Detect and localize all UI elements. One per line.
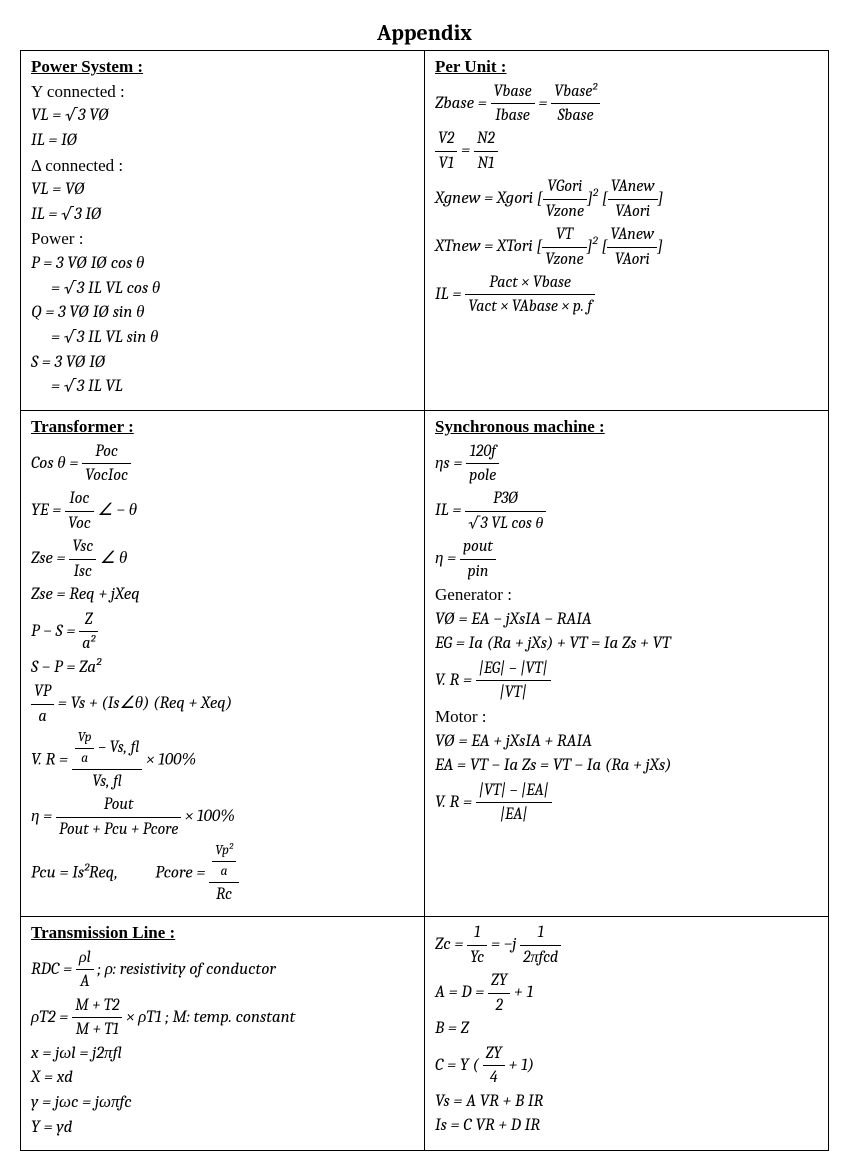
eq: ηs = 120fpole — [435, 440, 818, 488]
eq: V. R = |VT| − |EA||EA| — [435, 779, 818, 827]
eq: IL = √3 IØ — [31, 203, 414, 228]
eq: IL = IØ — [31, 129, 414, 154]
eq: VPa = Vs + (Is∠θ) (Req + Xeq) — [31, 680, 414, 728]
eq: y = jωc = jωπfc — [31, 1091, 414, 1116]
eq: = √3 IL VL — [31, 375, 414, 400]
eq: IL = P3Ø√3 VL cos θ — [435, 487, 818, 535]
eq: η = PoutPout + Pcu + Pcore × 100% — [31, 793, 414, 841]
eq: P = 3 VØ IØ cos θ — [31, 252, 414, 277]
cell-transmission-line-right: Zc = 1Yc = −j 12πfcd A = D = ZY2 + 1 B =… — [425, 917, 829, 1151]
cell-power-system: Power System : Y connected : VL = √3 VØ … — [21, 51, 425, 411]
eq: Is = C VR + D IR — [435, 1114, 818, 1139]
label-delta-connected: Δ connected : — [31, 154, 414, 179]
eq: Y = yd — [31, 1116, 414, 1141]
eq-xtnew: XTnew = XTori VTVzone2 VAnewVAori — [435, 223, 818, 271]
eq: VØ = EA + jXsIA + RAIA — [435, 730, 818, 755]
eq-xgnew: Xgnew = Xgori VGoriVzone2 VAnewVAori — [435, 175, 818, 223]
heading-tl: Transmission Line : — [31, 921, 414, 946]
formula-table: Power System : Y connected : VL = √3 VØ … — [20, 50, 829, 1151]
eq: ρT2 = M + T2M + T1 × ρT1 ; M: temp. cons… — [31, 994, 414, 1042]
eq: RDC = ρlA ; ρ: resistivity of conductor — [31, 946, 414, 994]
eq: EG = Ia (Ra + jXs) + VT = Ia Zs + VT — [435, 632, 818, 657]
page-title: Appendix — [20, 20, 829, 46]
eq-zbase: Zbase = VbaseIbase = Vbase²Sbase — [435, 80, 818, 128]
eq: Q = 3 VØ IØ sin θ — [31, 301, 414, 326]
eq: x = jωl = j2πfl — [31, 1042, 414, 1067]
label-generator: Generator : — [435, 583, 818, 608]
label-power: Power : — [31, 227, 414, 252]
eq-v2v1: V2V1 = N2N1 — [435, 127, 818, 175]
eq: VL = VØ — [31, 178, 414, 203]
eq: P − S = Za² — [31, 608, 414, 656]
eq: Zse = VscIsc ∠ θ — [31, 535, 414, 583]
label-motor: Motor : — [435, 705, 818, 730]
heading-per-unit: Per Unit : — [435, 55, 818, 80]
eq: = √3 IL VL sin θ — [31, 326, 414, 351]
eq: Zse = Req + jXeq — [31, 583, 414, 608]
eq: S − P = Za² — [31, 656, 414, 681]
eq: VØ = EA − jXsIA − RAIA — [435, 608, 818, 633]
eq: V. R = Vpa − Vs, fl Vs, fl × 100% — [31, 728, 414, 793]
eq: Zc = 1Yc = −j 12πfcd — [435, 921, 818, 969]
eq-il: IL = Pact × VbaseVact × VAbase × p. f — [435, 271, 818, 319]
eq: Vs = A VR + B IR — [435, 1090, 818, 1115]
eq: S = 3 VØ IØ — [31, 351, 414, 376]
eq: Pcu = Is²Req, Pcore = Vp²a Rc — [31, 841, 414, 906]
eq: V. R = |EG| − |VT||VT| — [435, 657, 818, 705]
heading-transformer: Transformer : — [31, 415, 414, 440]
eq: EA = VT − Ia Zs = VT − Ia (Ra + jXs) — [435, 754, 818, 779]
eq: X = xd — [31, 1066, 414, 1091]
cell-per-unit: Per Unit : Zbase = VbaseIbase = Vbase²Sb… — [425, 51, 829, 411]
label-y-connected: Y connected : — [31, 80, 414, 105]
cell-synchronous-machine: Synchronous machine : ηs = 120fpole IL =… — [425, 410, 829, 916]
eq: VL = √3 VØ — [31, 104, 414, 129]
eq: Cos θ = PocVocIoc — [31, 440, 414, 488]
heading-sync: Synchronous machine : — [435, 415, 818, 440]
heading-power-system: Power System : — [31, 55, 414, 80]
eq: A = D = ZY2 + 1 — [435, 969, 818, 1017]
cell-transformer: Transformer : Cos θ = PocVocIoc YE = Ioc… — [21, 410, 425, 916]
eq: YE = IocVoc ∠ − θ — [31, 487, 414, 535]
cell-transmission-line-left: Transmission Line : RDC = ρlA ; ρ: resis… — [21, 917, 425, 1151]
eq: B = Z — [435, 1017, 818, 1042]
eq: C = Y ( ZY4 + 1) — [435, 1042, 818, 1090]
eq: = √3 IL VL cos θ — [31, 277, 414, 302]
eq: η = poutpin — [435, 535, 818, 583]
